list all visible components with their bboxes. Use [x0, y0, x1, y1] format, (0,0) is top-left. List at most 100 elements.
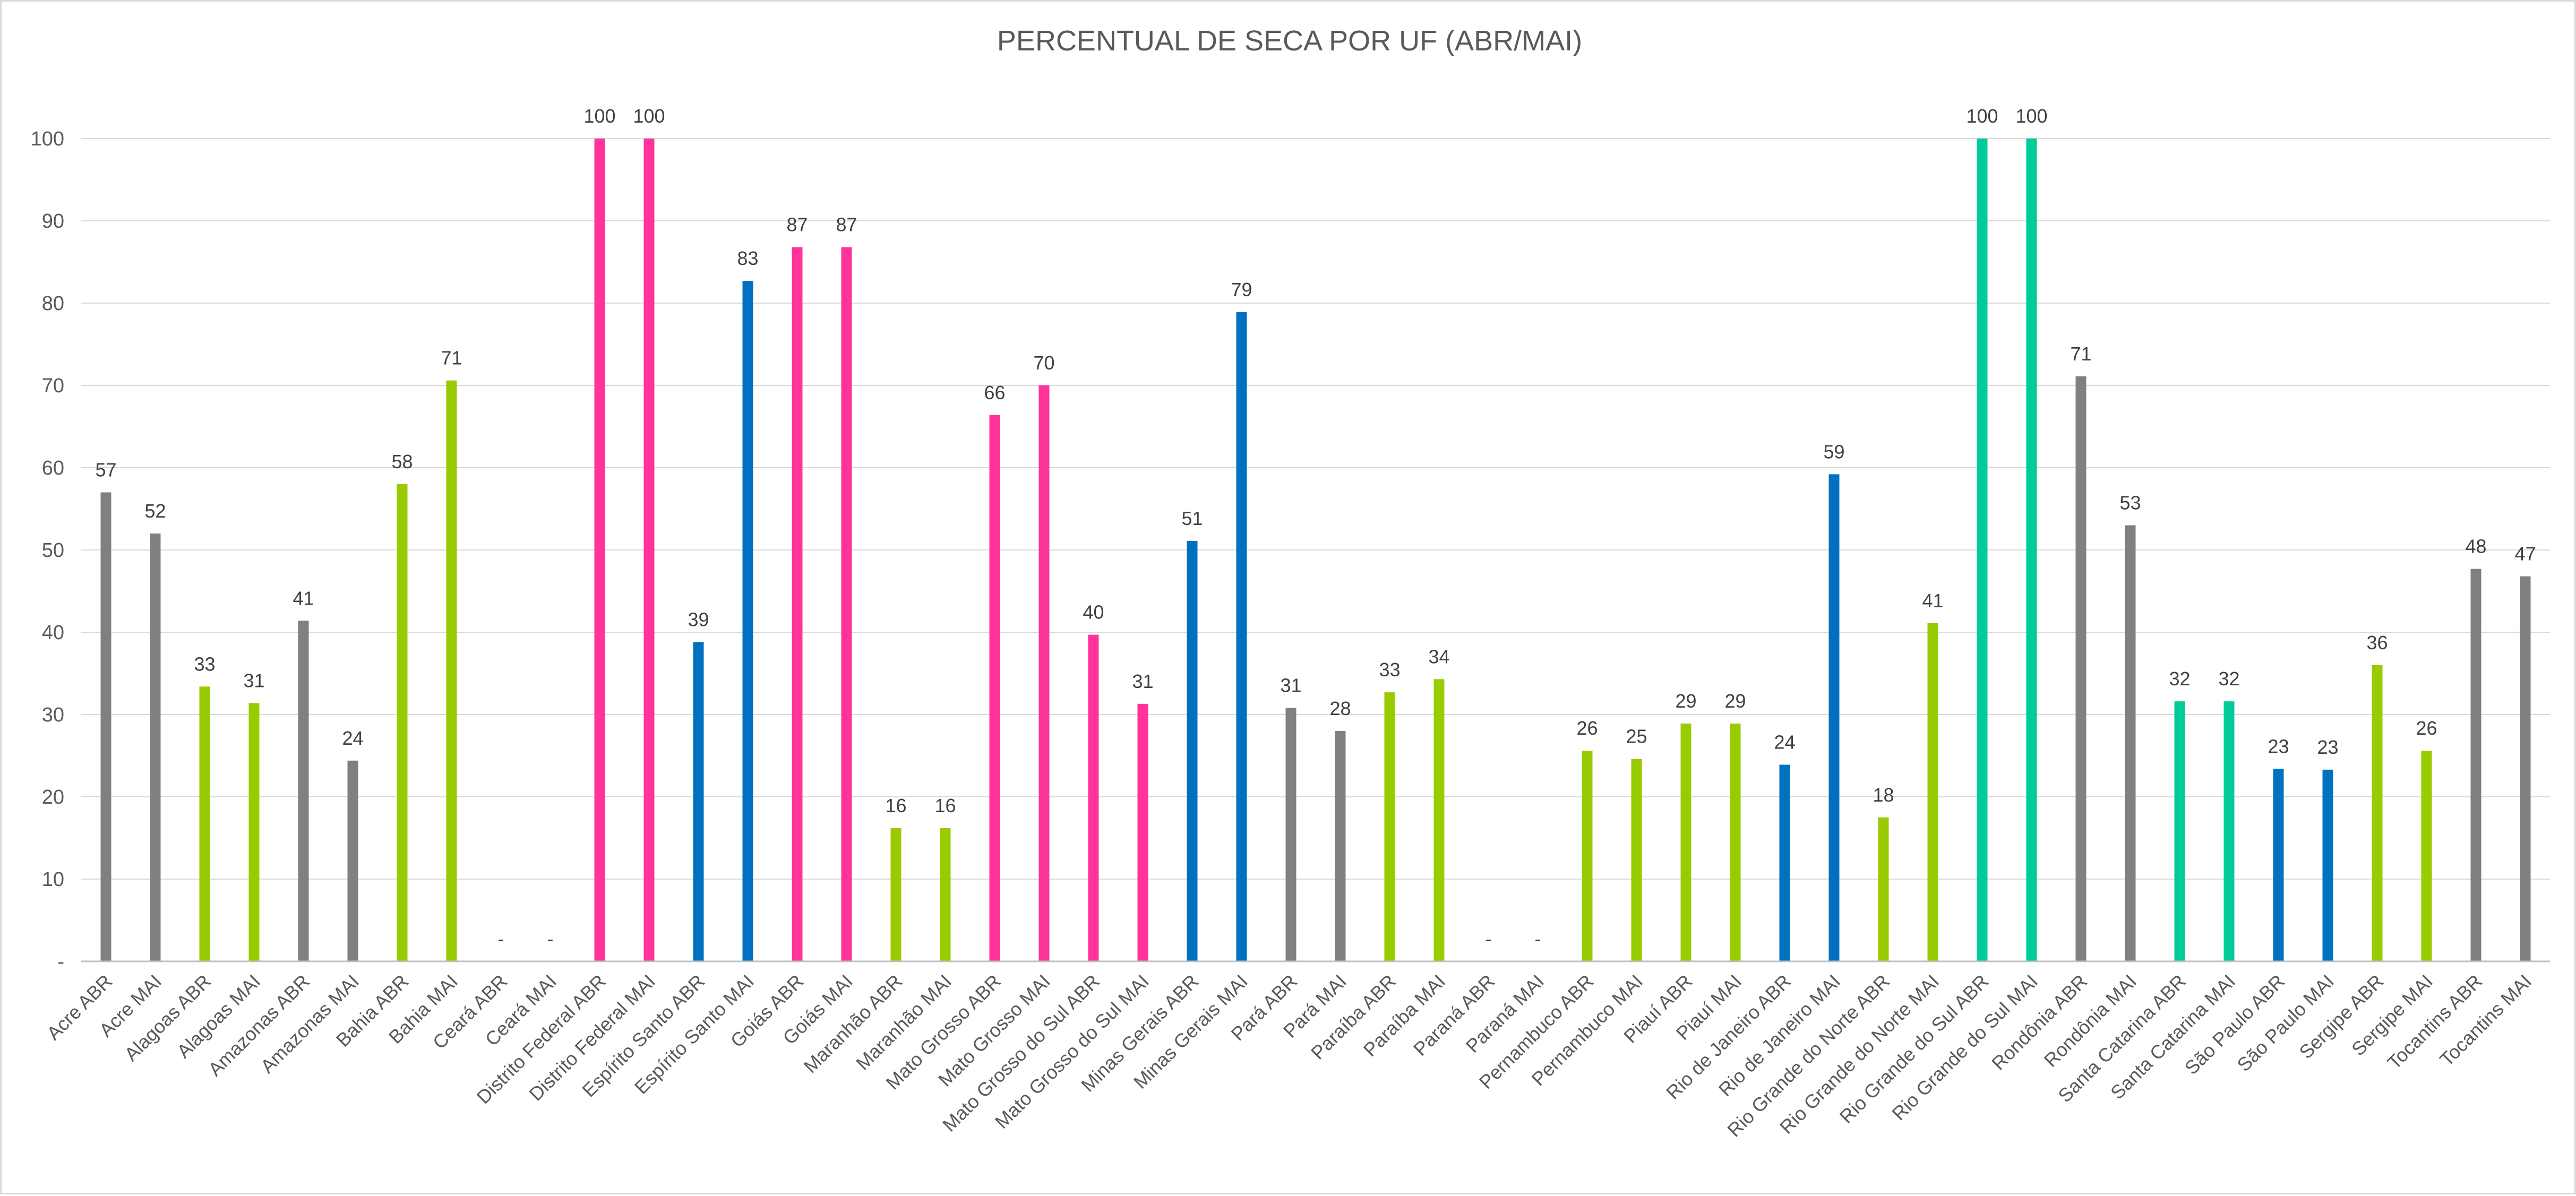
data-label: 58: [391, 451, 413, 472]
bar: [2026, 139, 2037, 961]
data-label: 66: [984, 382, 1005, 403]
y-tick-label: 80: [42, 292, 64, 315]
bar: [2273, 769, 2284, 961]
bar: [248, 703, 260, 961]
bar: [150, 534, 161, 961]
data-label: 31: [243, 669, 264, 691]
data-label: 29: [1675, 690, 1696, 712]
data-label: -: [1535, 928, 1541, 950]
bar: [347, 760, 358, 961]
data-label: -: [547, 928, 554, 950]
bar: [2520, 576, 2531, 961]
data-label: 36: [2366, 632, 2388, 653]
bar: [1137, 703, 1148, 961]
data-label: 24: [342, 727, 363, 749]
data-label: 32: [2218, 668, 2239, 690]
bar: [1335, 731, 1346, 961]
y-tick-label: 30: [42, 704, 64, 726]
data-label: 31: [1132, 670, 1153, 692]
data-label: 100: [2015, 105, 2047, 127]
data-label: 16: [934, 795, 956, 816]
data-label: 48: [2465, 536, 2486, 557]
data-label: 53: [2119, 492, 2141, 514]
data-label: 57: [95, 459, 116, 481]
data-label: -: [498, 928, 504, 950]
data-label: 47: [2514, 543, 2536, 565]
bar: [1582, 751, 1593, 961]
data-label: 100: [583, 105, 615, 127]
bar: [693, 642, 704, 961]
data-label: 52: [144, 500, 166, 522]
data-label: 25: [1626, 726, 1647, 747]
bar: [397, 484, 408, 961]
data-label: 39: [688, 609, 709, 631]
bar: [1384, 692, 1395, 961]
data-label: 87: [786, 214, 808, 236]
bar: [1779, 764, 1790, 961]
bar: [989, 415, 1000, 961]
data-label: 51: [1181, 507, 1203, 529]
y-tick-label: 70: [42, 375, 64, 397]
data-label: 18: [1873, 784, 1894, 806]
bar: [1187, 540, 1198, 961]
bar: [1088, 634, 1099, 961]
data-label: 100: [1966, 105, 1998, 127]
data-label: 34: [1428, 646, 1449, 667]
bar: [940, 828, 951, 961]
bar: [2421, 751, 2432, 961]
bar: [2125, 525, 2136, 961]
data-label: 29: [1724, 690, 1746, 712]
bar: [1680, 724, 1691, 961]
bar: [1631, 759, 1642, 961]
bar: [2223, 701, 2235, 961]
y-tick-label: 20: [42, 786, 64, 808]
bar: [643, 139, 655, 961]
y-tick-label: 40: [42, 622, 64, 644]
data-label: 33: [1379, 659, 1400, 681]
y-axis-ticks: - 10 20 30 40 50 60 70 80 90 100: [31, 128, 64, 973]
data-label: 28: [1329, 698, 1351, 719]
chart-title: PERCENTUAL DE SECA POR UF (ABR/MAI): [997, 25, 1582, 57]
y-tick-label: 50: [42, 539, 64, 562]
bar: [199, 686, 210, 961]
bar: [1828, 474, 1840, 961]
bar: [890, 828, 901, 961]
bar: [1038, 385, 1050, 961]
data-label: 41: [293, 587, 314, 609]
data-label: 87: [836, 214, 857, 236]
data-label: 70: [1033, 352, 1054, 374]
gridlines: [81, 138, 2550, 880]
data-label: 26: [2416, 717, 2437, 739]
bar: [792, 247, 803, 962]
data-label: 16: [885, 795, 906, 816]
y-tick-label: -: [57, 951, 64, 973]
bar: [298, 621, 309, 961]
bar: [100, 492, 111, 961]
y-tick-label: 100: [31, 128, 64, 150]
data-label: 23: [2268, 735, 2289, 757]
data-label: 100: [633, 105, 665, 127]
data-label: 59: [1823, 441, 1844, 462]
data-label: 23: [2317, 736, 2338, 758]
bar: [841, 247, 852, 962]
bar: [446, 380, 457, 962]
bar: [2322, 769, 2333, 961]
y-tick-label: 90: [42, 210, 64, 233]
data-label: 32: [2169, 668, 2190, 690]
data-label: 31: [1280, 675, 1301, 696]
bar: [2372, 665, 2383, 961]
data-label: 83: [737, 247, 758, 269]
data-label: 33: [194, 653, 215, 675]
data-label: 41: [1922, 590, 1943, 612]
data-label: 71: [2070, 343, 2091, 365]
y-tick-label: 60: [42, 457, 64, 479]
data-label: 71: [441, 347, 462, 369]
bars: [100, 139, 2531, 962]
data-label: 24: [1774, 732, 1795, 753]
bar: [1927, 623, 1938, 961]
data-label: -: [1486, 928, 1492, 950]
bar: [2075, 376, 2086, 962]
